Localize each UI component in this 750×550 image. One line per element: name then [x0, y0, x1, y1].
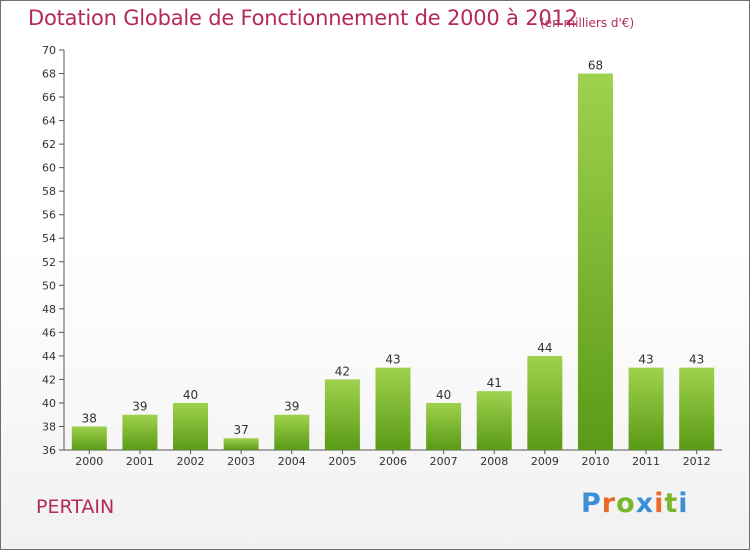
bar [375, 367, 411, 450]
bar-value-label: 39 [284, 400, 299, 414]
bar-value-label: 44 [537, 341, 552, 355]
x-tick-label: 2000 [75, 455, 103, 468]
bar [679, 367, 715, 450]
bar [476, 391, 512, 450]
bar-value-label: 42 [335, 364, 350, 378]
y-tick-label: 38 [42, 420, 56, 433]
y-tick-label: 42 [42, 373, 56, 386]
x-tick-label: 2008 [480, 455, 508, 468]
y-tick-label: 44 [42, 350, 56, 363]
logo-letter: i [654, 488, 665, 519]
y-tick-label: 70 [42, 44, 56, 57]
bar [173, 402, 209, 450]
x-tick-label: 2012 [683, 455, 711, 468]
x-tick-label: 2010 [581, 455, 609, 468]
x-tick-label: 2001 [126, 455, 154, 468]
bar [324, 379, 360, 450]
logo-letter: r [601, 488, 617, 519]
y-tick-label: 52 [42, 256, 56, 269]
x-tick-label: 2006 [379, 455, 407, 468]
y-tick-label: 64 [42, 115, 56, 128]
y-tick-label: 54 [42, 232, 56, 245]
chart-bars [71, 73, 715, 450]
x-tick-label: 2007 [430, 455, 458, 468]
y-tick-label: 56 [42, 209, 56, 222]
bar-value-label: 43 [385, 353, 400, 367]
x-tick-label: 2009 [531, 455, 559, 468]
y-tick-label: 66 [42, 91, 56, 104]
bar-value-label: 68 [588, 59, 603, 73]
y-tick-label: 68 [42, 68, 56, 81]
y-tick-label: 40 [42, 397, 56, 410]
bar [628, 367, 664, 450]
bar-value-label: 38 [82, 411, 97, 425]
bar [426, 402, 462, 450]
x-tick-label: 2011 [632, 455, 660, 468]
bar-value-label: 43 [638, 353, 653, 367]
y-tick-label: 62 [42, 138, 56, 151]
logo-letter: o [616, 488, 636, 519]
chart-unit: (en milliers d'€) [540, 16, 635, 30]
x-tick-label: 2004 [278, 455, 306, 468]
logo-letter: i [678, 488, 689, 519]
x-tick-label: 2002 [177, 455, 205, 468]
y-tick-label: 46 [42, 326, 56, 339]
bar [71, 426, 107, 450]
bar [274, 414, 310, 450]
logo-letter: t [664, 488, 679, 519]
bar-value-label: 43 [689, 353, 704, 367]
y-tick-label: 48 [42, 303, 56, 316]
x-tick-label: 2005 [328, 455, 356, 468]
y-tick-label: 60 [42, 162, 56, 175]
bar [223, 438, 259, 450]
y-tick-label: 50 [42, 279, 56, 292]
bar [122, 414, 158, 450]
bar [577, 73, 613, 450]
bar-value-label: 39 [132, 400, 147, 414]
y-tick-label: 58 [42, 185, 56, 198]
bar-value-label: 37 [234, 423, 249, 437]
bar-value-label: 40 [183, 388, 198, 402]
commune-name: PERTAIN [36, 496, 115, 518]
proxiti-logo: Proxiti [581, 488, 689, 519]
bar [527, 355, 563, 450]
chart-title: Dotation Globale de Fonctionnement de 20… [28, 6, 578, 30]
x-tick-label: 2003 [227, 455, 255, 468]
bar-value-label: 41 [487, 376, 502, 390]
logo-letter: x [635, 488, 655, 519]
logo-letter: P [581, 488, 602, 519]
y-tick-label: 36 [42, 444, 56, 457]
chart-labels: 38 2000 39 2001 40 2002 37 2003 39 2004 42 2005 43 20… [75, 59, 710, 468]
bar-value-label: 40 [436, 388, 451, 402]
